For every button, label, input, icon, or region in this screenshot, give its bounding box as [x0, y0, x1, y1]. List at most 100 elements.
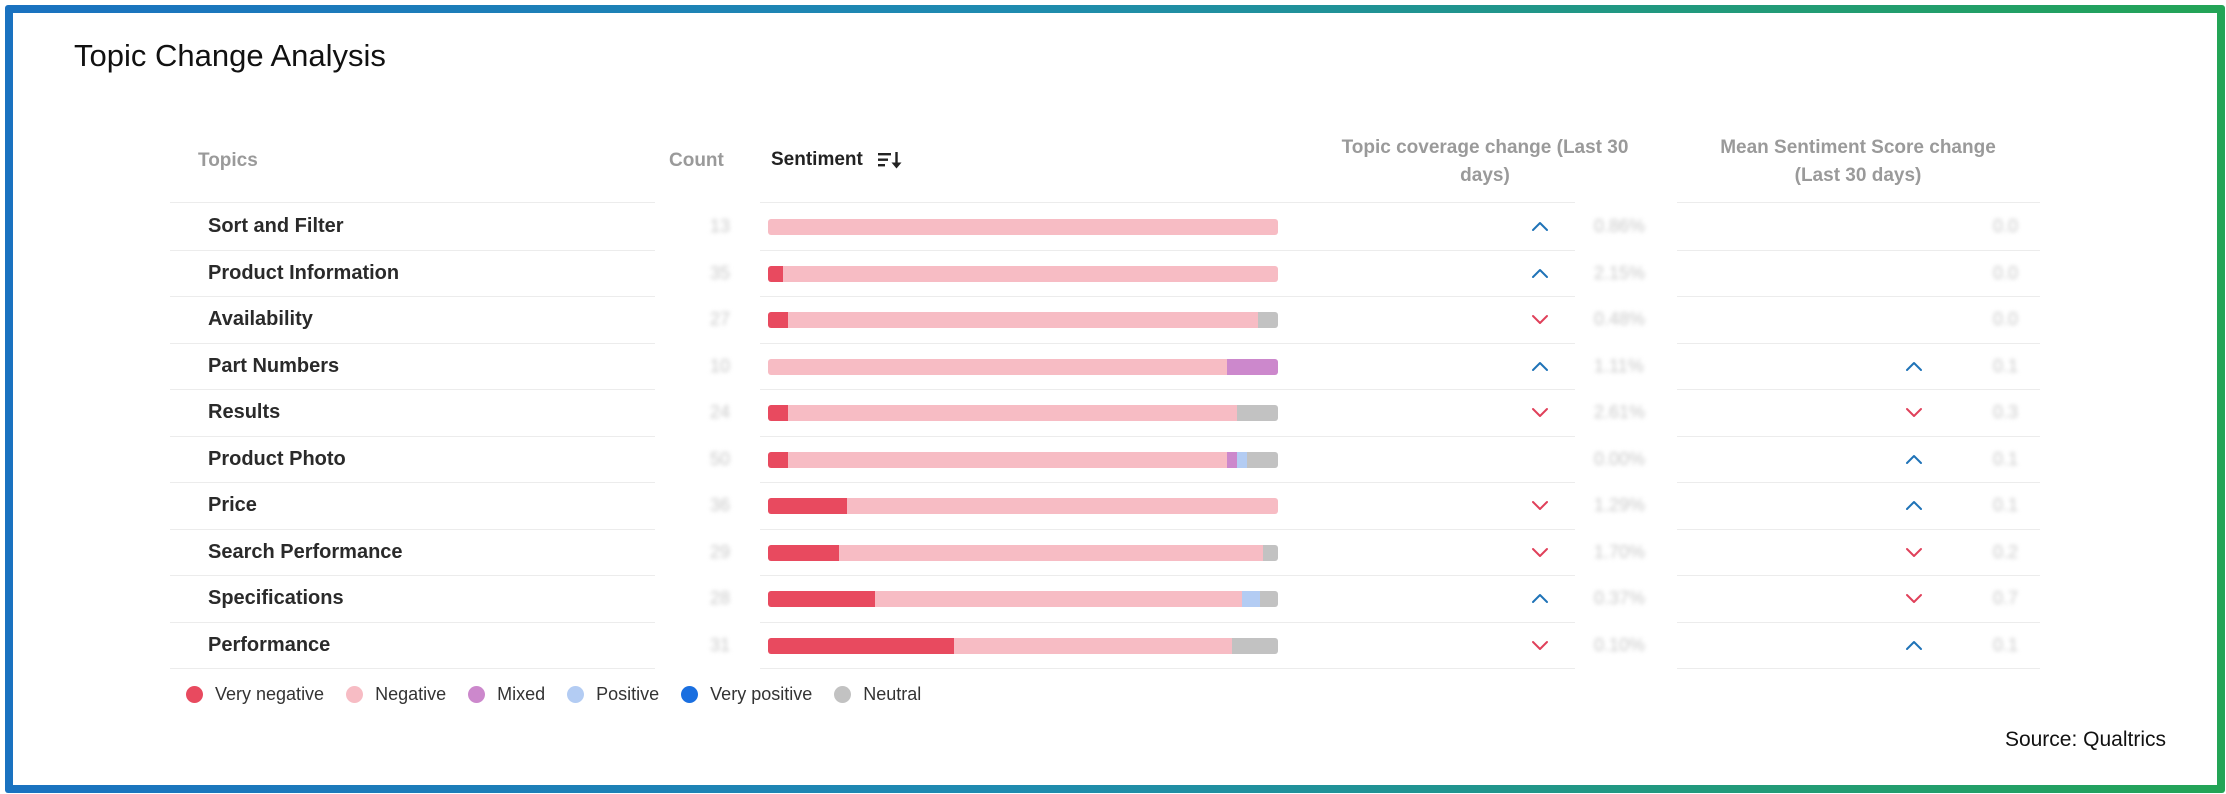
legend-label: Positive — [596, 684, 660, 704]
sentiment-bar[interactable] — [768, 451, 1278, 468]
sentiment-segment-neutral[interactable] — [1257, 312, 1278, 329]
topic-name[interactable]: Product Photo — [208, 447, 346, 470]
legend-dot-icon — [681, 686, 699, 703]
topic-count: 29 — [709, 541, 731, 562]
sentiment-segment-neutral[interactable] — [1237, 405, 1278, 422]
mean-sentiment-down-arrow-icon — [1906, 408, 1922, 418]
row-divider — [170, 529, 655, 530]
topic-name[interactable]: Specifications — [208, 587, 344, 610]
sentiment-segment-negative[interactable] — [788, 405, 1238, 422]
row-divider — [760, 389, 1575, 390]
sentiment-bar[interactable] — [768, 498, 1278, 515]
sentiment-segment-negative[interactable] — [875, 591, 1243, 608]
source-caption: Source: Qualtrics — [2004, 728, 2166, 751]
sentiment-segment-very-negative[interactable] — [768, 544, 840, 561]
legend-item-mixed[interactable]: Mixed — [468, 684, 545, 705]
topic-name[interactable]: Results — [208, 401, 281, 424]
sentiment-bar[interactable] — [768, 544, 1278, 561]
topic-name[interactable]: Search Performance — [208, 540, 403, 563]
legend-dot-icon — [834, 686, 852, 703]
legend-item-neutral[interactable]: Neutral — [834, 684, 921, 705]
row-divider — [1677, 250, 2040, 251]
sentiment-bar[interactable] — [768, 312, 1278, 329]
mean-sentiment-change-value: 0.1 — [1993, 448, 2019, 469]
coverage-change-value: 2.61% — [1594, 402, 1646, 423]
legend-dot-icon — [346, 686, 364, 703]
sentiment-segment-neutral[interactable] — [1232, 637, 1278, 654]
row-divider — [760, 250, 1575, 251]
row-divider — [1677, 482, 2040, 483]
topic-name[interactable]: Price — [208, 494, 257, 517]
sentiment-bar[interactable] — [768, 405, 1278, 422]
row-divider — [170, 343, 655, 344]
sentiment-segment-very-negative[interactable] — [768, 405, 789, 422]
coverage-header-line2: days) — [1460, 165, 1510, 186]
header-divider — [1677, 202, 2040, 203]
sentiment-segment-neutral[interactable] — [1260, 591, 1278, 608]
column-header-mean-sentiment-change[interactable]: Mean Sentiment Score change (Last 30 day… — [1688, 134, 2028, 190]
mean-sentiment-change-value: 0.0 — [1993, 262, 2019, 283]
sentiment-segment-very-negative[interactable] — [768, 265, 784, 282]
row-divider — [1677, 436, 2040, 437]
coverage-down-arrow-icon — [1532, 640, 1548, 650]
sentiment-segment-positive[interactable] — [1242, 591, 1261, 608]
sentiment-segment-very-negative[interactable] — [768, 637, 955, 654]
sentiment-segment-mixed[interactable] — [1226, 451, 1238, 468]
mean-sentiment-change-value: 0.0 — [1993, 216, 2019, 237]
sentiment-segment-negative[interactable] — [788, 451, 1227, 468]
sort-descending-icon[interactable] — [877, 150, 903, 170]
legend-item-very-positive[interactable]: Very positive — [681, 684, 812, 705]
sentiment-segment-negative[interactable] — [788, 312, 1258, 329]
sentiment-segment-mixed[interactable] — [1227, 358, 1278, 375]
mean-sentiment-change-value: 0.3 — [1993, 402, 2019, 423]
legend-item-negative[interactable]: Negative — [346, 684, 446, 705]
mean-sentiment-up-arrow-icon — [1906, 361, 1922, 371]
sentiment-segment-neutral[interactable] — [1247, 451, 1278, 468]
legend-item-positive[interactable]: Positive — [567, 684, 659, 705]
column-header-count[interactable]: Count — [669, 150, 724, 171]
legend-label: Very positive — [710, 684, 813, 704]
row-divider — [1677, 575, 2040, 576]
mean-header-line2: (Last 30 days) — [1794, 165, 1922, 186]
page-title: Topic Change Analysis — [74, 38, 386, 73]
sentiment-bar[interactable] — [768, 637, 1278, 654]
row-divider — [170, 436, 655, 437]
sentiment-segment-neutral[interactable] — [1262, 544, 1278, 561]
topic-name[interactable]: Part Numbers — [208, 354, 340, 377]
column-header-sentiment[interactable]: Sentiment — [771, 149, 903, 171]
sentiment-segment-negative[interactable] — [954, 637, 1233, 654]
sentiment-segment-very-negative[interactable] — [768, 498, 848, 515]
row-divider — [760, 575, 1575, 576]
topic-name[interactable]: Product Information — [208, 261, 400, 284]
sentiment-segment-negative[interactable] — [783, 265, 1278, 282]
mean-sentiment-down-arrow-icon — [1906, 547, 1922, 557]
sentiment-bar[interactable] — [768, 219, 1278, 236]
topic-name[interactable]: Performance — [208, 633, 331, 656]
topic-name[interactable]: Sort and Filter — [208, 215, 344, 238]
legend-item-very-negative[interactable]: Very negative — [186, 684, 324, 705]
coverage-up-arrow-icon — [1532, 222, 1548, 232]
sentiment-segment-negative[interactable] — [839, 544, 1263, 561]
topic-name[interactable]: Availability — [208, 308, 313, 331]
sentiment-segment-very-negative[interactable] — [768, 591, 876, 608]
sentiment-bar[interactable] — [768, 358, 1278, 375]
row-divider — [1677, 622, 2040, 623]
column-header-coverage-change[interactable]: Topic coverage change (Last 30 days) — [1320, 134, 1650, 190]
sentiment-segment-very-negative[interactable] — [768, 312, 789, 329]
header-divider — [170, 202, 655, 203]
row-divider — [170, 296, 655, 297]
sentiment-segment-negative[interactable] — [847, 498, 1278, 515]
sentiment-bar[interactable] — [768, 265, 1278, 282]
coverage-up-arrow-icon — [1532, 361, 1548, 371]
column-header-topics[interactable]: Topics — [198, 150, 258, 171]
sentiment-bar[interactable] — [768, 591, 1278, 608]
sentiment-header-label: Sentiment — [771, 149, 863, 170]
sentiment-segment-very-negative[interactable] — [768, 451, 789, 468]
sentiment-segment-negative[interactable] — [768, 219, 1278, 236]
mean-sentiment-up-arrow-icon — [1906, 454, 1922, 464]
mean-header-line1: Mean Sentiment Score change — [1720, 137, 1996, 158]
row-divider — [170, 622, 655, 623]
sentiment-segment-negative[interactable] — [768, 358, 1227, 375]
sentiment-segment-positive[interactable] — [1237, 451, 1248, 468]
row-divider — [1677, 296, 2040, 297]
